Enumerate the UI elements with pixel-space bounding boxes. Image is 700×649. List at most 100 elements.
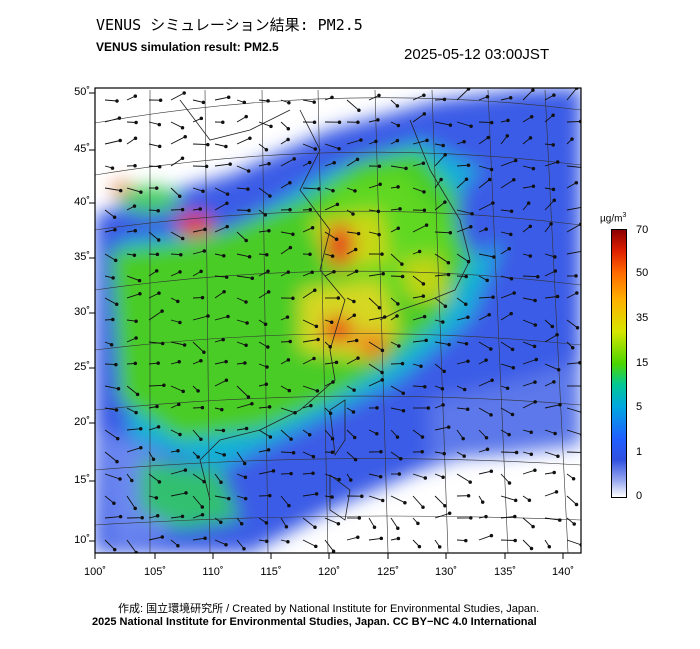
- wind-arrow-head: [400, 274, 405, 279]
- wind-arrow-head: [308, 252, 312, 257]
- wind-arrow-head: [395, 435, 400, 439]
- wind-arrow-head: [219, 480, 223, 484]
- wind-arrow-head: [357, 108, 361, 113]
- wind-arrow: [368, 183, 381, 189]
- wind-arrow: [214, 187, 228, 195]
- wind-arrow-head: [224, 359, 228, 364]
- wind-arrow-head: [246, 395, 251, 399]
- wind-arrow-head: [111, 317, 115, 322]
- wind-arrow-head: [531, 184, 536, 189]
- wind-arrow: [412, 473, 426, 479]
- wind-arrow-head: [513, 538, 517, 543]
- wind-arrow: [126, 447, 141, 453]
- wind-arrow-head: [528, 254, 533, 258]
- wind-arrow: [236, 137, 251, 145]
- wind-arrow: [478, 429, 487, 439]
- wind-arrow-head: [462, 454, 466, 458]
- wind-arrow-head: [398, 207, 402, 211]
- wind-arrow-head: [286, 126, 291, 131]
- wind-arrow-head: [511, 365, 516, 370]
- wind-arrow: [104, 363, 116, 366]
- wind-arrow-head: [133, 361, 138, 366]
- wind-arrow-head: [469, 224, 473, 229]
- wind-arrow-head: [286, 358, 291, 362]
- wind-arrow-head: [378, 182, 382, 187]
- wind-arrow-head: [351, 212, 355, 216]
- wind-arrow: [368, 517, 375, 528]
- wind-arrow-head: [422, 93, 426, 97]
- wind-arrow: [412, 139, 428, 145]
- wind-arrow: [236, 403, 253, 409]
- wind-arrow: [170, 121, 183, 129]
- wind-arrow-head: [531, 88, 535, 92]
- wind-arrow-head: [200, 405, 205, 410]
- wind-arrow: [302, 358, 315, 365]
- wind-arrow-head: [206, 142, 210, 147]
- wind-arrow: [456, 473, 471, 483]
- wind-arrow-head: [265, 252, 269, 257]
- wind-arrow-head: [552, 198, 557, 202]
- wind-arrow: [456, 209, 473, 215]
- wind-arrow-head: [531, 524, 535, 529]
- wind-arrow: [148, 165, 160, 168]
- wind-arrow-head: [154, 186, 159, 190]
- colorbar-unit-exponent: 3: [622, 212, 627, 219]
- wind-arrow-head: [307, 433, 312, 437]
- wind-arrow: [302, 339, 319, 343]
- wind-arrow-head: [491, 201, 495, 205]
- wind-arrow: [478, 535, 492, 541]
- wind-arrow: [544, 363, 559, 371]
- wind-arrow-head: [426, 406, 431, 410]
- lat-label: 10˚: [74, 534, 90, 546]
- wind-arrow-head: [469, 516, 473, 520]
- wind-arrow: [280, 158, 295, 167]
- wind-arrow-head: [286, 270, 291, 274]
- wind-arrow: [258, 291, 269, 299]
- wind-arrow-head: [486, 135, 491, 140]
- wind-arrow-head: [134, 410, 138, 415]
- wind-arrow: [368, 537, 382, 541]
- wind-arrow-head: [112, 547, 117, 552]
- wind-arrow-head: [443, 153, 447, 157]
- wind-arrow: [192, 143, 208, 146]
- wind-arrow: [214, 202, 228, 211]
- wind-arrow: [148, 341, 163, 344]
- wind-arrow: [170, 341, 185, 346]
- wind-arrow-head: [441, 143, 445, 148]
- wind-arrow: [170, 187, 181, 197]
- wind-arrow-head: [221, 120, 225, 124]
- wind-arrow-head: [447, 511, 452, 516]
- wind-arrow: [522, 319, 536, 326]
- wind-arrow-head: [198, 207, 202, 211]
- wind-arrow-head: [356, 356, 360, 360]
- wind-arrow-head: [266, 269, 270, 274]
- wind-arrow: [302, 319, 317, 327]
- wind-arrow: [148, 473, 160, 483]
- wind-arrow: [390, 253, 403, 265]
- wind-arrow: [368, 273, 384, 277]
- wind-arrow: [412, 187, 425, 193]
- wind-arrow-head: [446, 260, 451, 265]
- wind-arrow: [346, 270, 357, 277]
- wind-arrow-head: [380, 378, 385, 382]
- wind-arrow-head: [157, 291, 161, 295]
- wind-arrow: [368, 94, 380, 101]
- wind-arrow: [236, 275, 253, 279]
- lon-label: 125˚: [376, 566, 400, 578]
- wind-arrow-head: [243, 475, 248, 480]
- wind-arrow-head: [337, 146, 341, 151]
- wind-arrow: [434, 231, 451, 234]
- wind-arrow-head: [228, 162, 232, 166]
- wind-arrow: [434, 201, 446, 211]
- lon-label: 110˚: [202, 566, 224, 578]
- wind-arrow: [390, 517, 399, 529]
- wind-arrow-head: [263, 322, 268, 327]
- wind-arrow: [302, 227, 313, 233]
- wind-arrow-head: [443, 200, 447, 204]
- wind-arrow-head: [246, 169, 251, 173]
- wind-arrow: [258, 429, 271, 438]
- wind-arrow-head: [269, 124, 273, 129]
- wind-arrow: [456, 164, 469, 167]
- wind-arrow-head: [448, 231, 453, 235]
- wind-arrow-head: [140, 515, 144, 520]
